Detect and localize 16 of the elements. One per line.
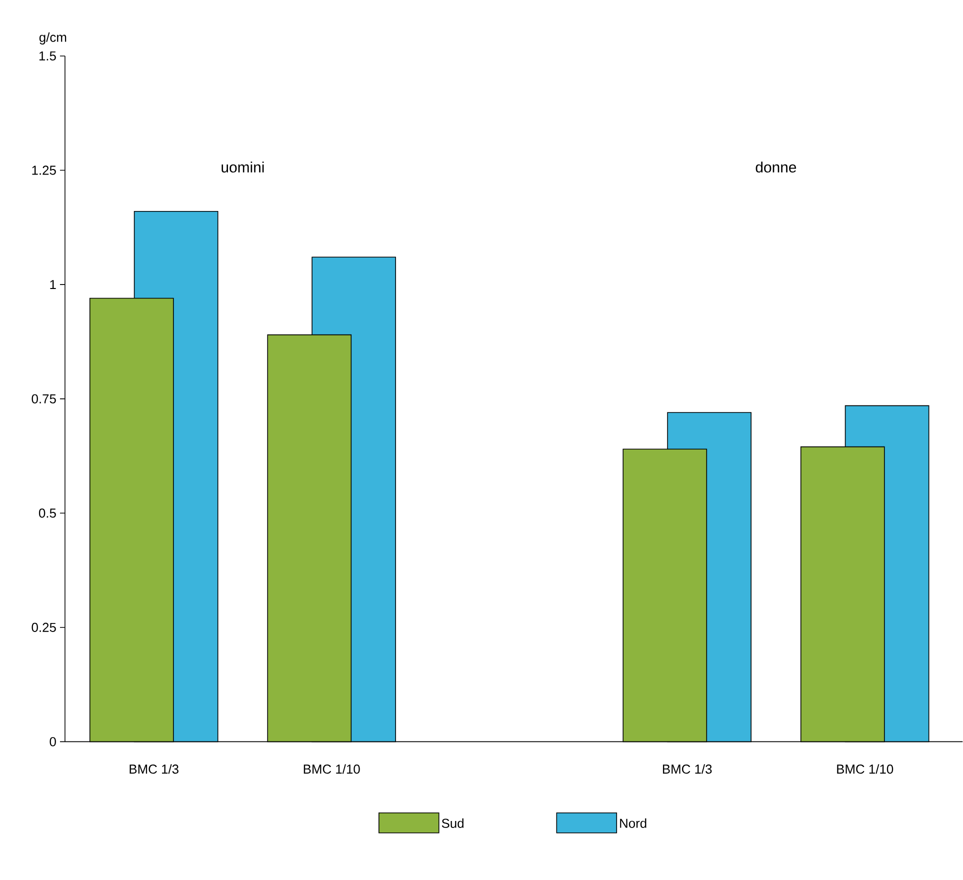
y-tick-label: 0.25 — [32, 623, 56, 632]
x-tick-label: BMC 1/3 — [662, 764, 712, 774]
legend-label: Sud — [442, 818, 464, 828]
y-tick-label: 0.75 — [32, 394, 56, 404]
x-tick-label: BMC 1/3 — [130, 764, 178, 774]
annotation: donne — [756, 162, 796, 173]
x-tick-label: BMC 1/10 — [837, 764, 894, 774]
legend-label: Nord — [620, 818, 646, 828]
y-tick-label: 1.25 — [32, 166, 56, 176]
y-tick-label: 1 — [50, 280, 56, 290]
annotation: uomini — [222, 162, 264, 173]
y-axis-title: g/cm — [39, 32, 66, 45]
y-tick-label: 0.5 — [38, 508, 56, 518]
y-tick-label: 1.5 — [39, 52, 56, 61]
x-tick-label: BMC 1/10 — [304, 764, 360, 774]
y-tick-label: 0 — [50, 737, 56, 746]
